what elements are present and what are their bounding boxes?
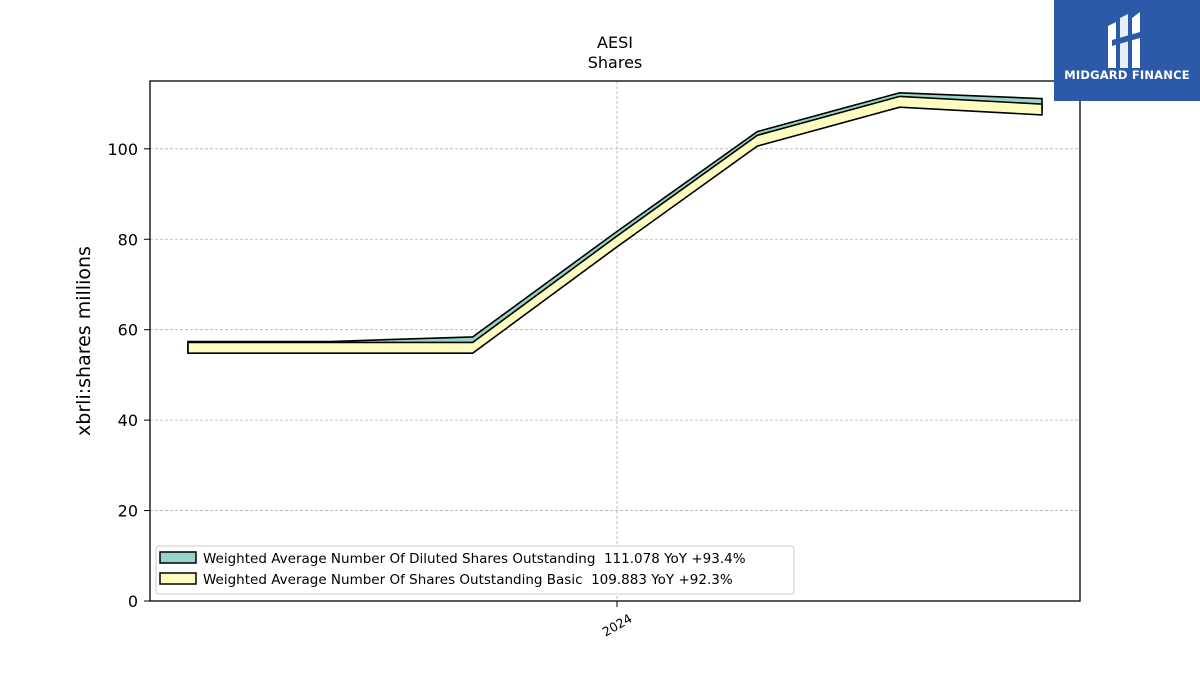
legend-swatch-basic [159, 572, 197, 585]
grid [150, 81, 1080, 601]
y-tick-label: 100 [107, 140, 138, 159]
legend-label-diluted: Weighted Average Number Of Diluted Share… [203, 551, 746, 567]
legend-swatch-diluted [159, 551, 197, 564]
plot-frame [149, 80, 1081, 602]
y-tick-label: 80 [118, 230, 138, 249]
y-tick-label: 20 [118, 502, 138, 521]
y-tick-label: 0 [128, 592, 138, 611]
legend-label-basic: Weighted Average Number Of Shares Outsta… [203, 572, 733, 588]
brand-name: MIDGARD FINANCE [1064, 68, 1190, 82]
x-axis: 2024 [599, 601, 635, 640]
y-axis-label: xbrli:shares millions [73, 246, 95, 436]
x-tick-label: 2024 [599, 611, 634, 640]
brand-logo: MIDGARD FINANCE [1054, 0, 1200, 101]
chart-subtitle: Shares [588, 53, 643, 72]
chart-title: AESI [597, 33, 633, 52]
logo-mark-icon [1108, 12, 1140, 68]
legend-box [155, 545, 795, 595]
y-axis: 0 20 40 60 80 100 [107, 140, 150, 611]
y-tick-label: 40 [118, 411, 138, 430]
legend: Weighted Average Number Of Diluted Share… [155, 545, 795, 595]
series-band-0 [187, 91, 1043, 354]
y-tick-label: 60 [118, 321, 138, 340]
series-layer [187, 91, 1043, 354]
series-band-1 [187, 95, 1043, 354]
